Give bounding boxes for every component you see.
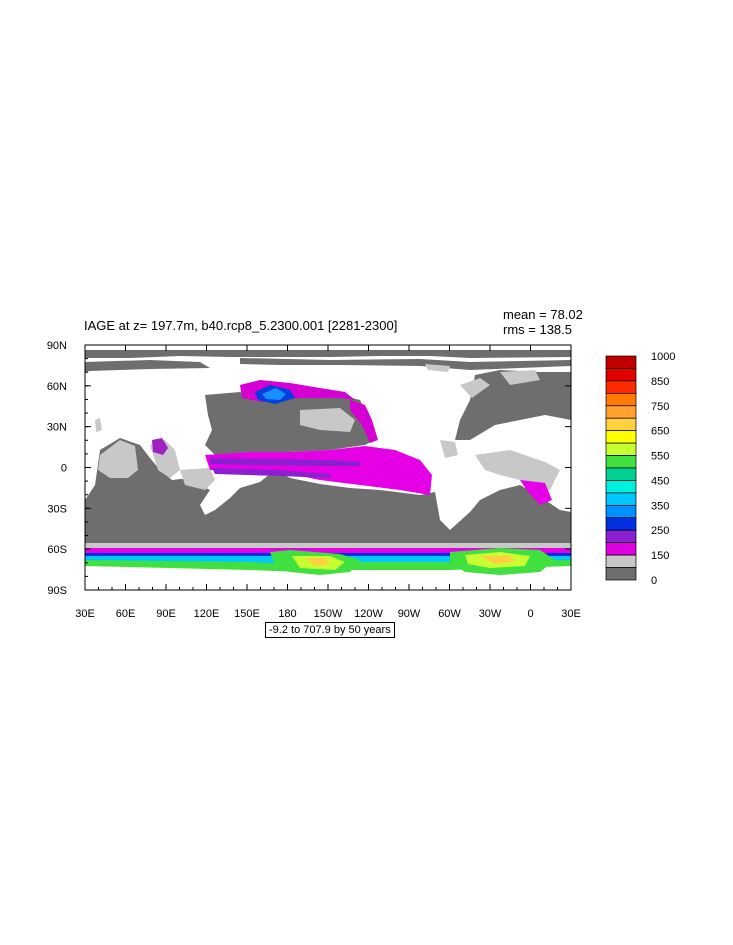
colorbar-swatch xyxy=(605,442,637,456)
colorbar-swatch xyxy=(605,492,637,506)
labrador-sea xyxy=(460,378,490,398)
caribbean xyxy=(440,440,458,458)
colorbar-label: 250 xyxy=(651,525,669,537)
colorbar-swatch xyxy=(605,504,637,519)
ocean-field xyxy=(85,350,571,575)
lon-tick-label: 90E xyxy=(156,608,176,620)
irminger-sea xyxy=(500,370,540,385)
lon-tick-label: 60W xyxy=(438,608,461,620)
equatorial-band xyxy=(210,458,360,466)
lon-tick-label: 150W xyxy=(314,608,343,620)
range-note: -9.2 to 707.9 by 50 years xyxy=(265,622,395,638)
colorbar-swatch xyxy=(605,480,637,494)
colorbar: 1000 850 750 650 550 450 350 250 150 0 xyxy=(605,351,675,587)
lon-tick-label: 30E xyxy=(75,608,95,620)
map-title: IAGE at z= 197.7m, b40.rcp8_5.2300.001 [… xyxy=(84,318,398,333)
rms-value: rms = 138.5 xyxy=(503,322,573,337)
north-pacific-gyre xyxy=(205,392,375,455)
lat-tick-label: 30N xyxy=(47,422,67,434)
colorbar-swatch xyxy=(605,529,637,544)
lon-tick-label: 0 xyxy=(527,608,533,620)
lat-tick-label: 90N xyxy=(47,340,67,352)
colorbar-label: 1000 xyxy=(651,351,675,363)
lon-tick-label: 60E xyxy=(116,608,136,620)
lon-axis: 30E 60E 90E 120E 150E 180 150W 120W 90W 60W 30W 0 30… xyxy=(75,345,581,620)
colorbar-swatch xyxy=(605,554,637,568)
stats-box: mean = 78.02 rms = 138.5 xyxy=(503,307,583,337)
lon-tick-label: 90W xyxy=(398,608,421,620)
lat-tick-label: 90S xyxy=(47,585,67,597)
mean-value: mean = 78.02 xyxy=(503,307,583,322)
so-magenta-band xyxy=(85,548,571,554)
lon-tick-label: 120E xyxy=(194,608,220,620)
colorbar-swatch xyxy=(605,567,637,581)
lat-tick-label: 30S xyxy=(47,503,67,515)
lat-tick-label: 60S xyxy=(47,544,67,556)
southern-subtropics xyxy=(85,438,571,545)
lon-tick-label: 180 xyxy=(278,608,296,620)
lon-tick-label: 30W xyxy=(479,608,502,620)
lon-tick-label: 150E xyxy=(234,608,260,620)
colorbar-label: 750 xyxy=(651,401,669,413)
pacific-light xyxy=(300,408,355,432)
arctic-shelf xyxy=(85,360,210,372)
lat-tick-label: 60N xyxy=(47,381,67,393)
colorbar-swatch xyxy=(605,392,637,407)
colorbar-label: 150 xyxy=(651,550,669,562)
california-current xyxy=(350,400,378,443)
colorbar-swatch xyxy=(605,380,637,394)
lat-axis: 90N 60N 30N 0 30S 60S 90S xyxy=(47,340,571,597)
colorbar-swatch xyxy=(605,467,637,481)
bengal-core xyxy=(152,438,168,455)
equatorial-pacific xyxy=(205,446,432,495)
colorbar-swatch xyxy=(605,417,637,432)
arctic-light xyxy=(425,364,450,372)
colorbar-label: 650 xyxy=(651,426,669,438)
okhotsk-inner xyxy=(262,388,286,400)
south-atlantic-magenta xyxy=(520,480,552,505)
colorbar-swatch xyxy=(605,368,637,382)
lat-tick-label: 0 xyxy=(61,463,67,475)
weddell-sea-core xyxy=(480,555,515,564)
indonesian-throughflow xyxy=(180,468,215,490)
mediterranean xyxy=(95,418,102,432)
lon-tick-label: 120W xyxy=(354,608,383,620)
colorbar-swatch xyxy=(605,430,637,444)
colorbar-label: 850 xyxy=(651,376,669,388)
colorbar-swatch xyxy=(605,542,637,556)
colorbar-swatch xyxy=(605,405,637,419)
colorbar-swatch xyxy=(605,455,637,469)
colorbar-label: 0 xyxy=(651,575,657,587)
colorbar-swatch xyxy=(605,355,637,369)
arabian-sea xyxy=(98,440,138,478)
arctic-ocean xyxy=(85,350,571,358)
so-light-band xyxy=(85,543,571,549)
ross-sea-core xyxy=(305,558,330,566)
arctic-ocean-south xyxy=(240,358,571,370)
colorbar-label: 350 xyxy=(651,500,669,512)
colorbar-label: 450 xyxy=(651,475,669,487)
colorbar-label: 550 xyxy=(651,451,669,463)
lon-tick-label: 30E xyxy=(561,608,581,620)
colorbar-swatch xyxy=(605,517,637,531)
equatorial-band-south xyxy=(212,468,330,478)
